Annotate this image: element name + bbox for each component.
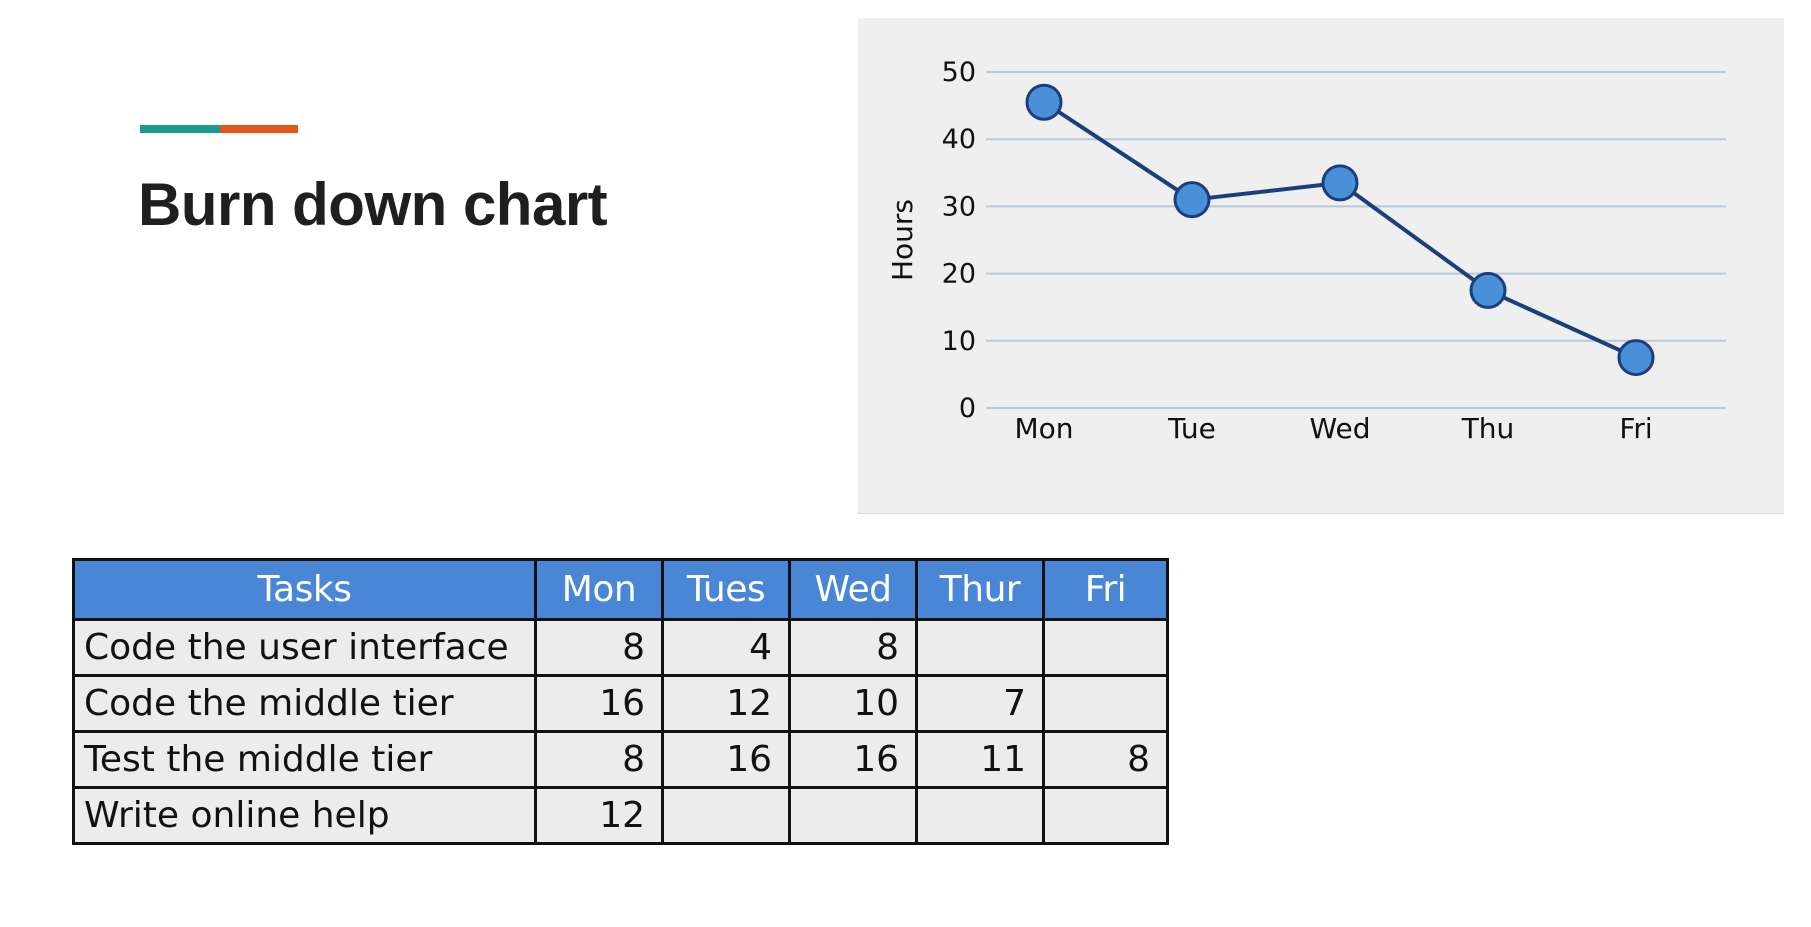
accent-segment-orange (220, 125, 298, 133)
hours-cell (1042, 786, 1169, 845)
hours-cell: 8 (534, 618, 664, 677)
x-tick-label: Thu (1461, 412, 1515, 445)
table-header-row: Tasks Mon Tues Wed Thur Fri (72, 558, 1169, 621)
task-name-cell: Code the user interface (72, 618, 537, 677)
y-tick-label: 0 (959, 393, 976, 424)
column-header-tasks: Tasks (72, 558, 537, 621)
y-tick-label: 20 (942, 259, 976, 290)
burn-down-chart: 0 10 20 30 40 50 Mon Tue Wed Thu Fri Hours (858, 18, 1784, 514)
hours-cell (915, 618, 1045, 677)
x-tick-label: Tue (1167, 412, 1216, 445)
hours-cell: 10 (788, 674, 918, 733)
hours-cell: 8 (1042, 730, 1169, 789)
x-tick-label: Mon (1014, 412, 1073, 445)
data-point (1025, 83, 1063, 121)
hours-cell: 11 (915, 730, 1045, 789)
hours-cell: 7 (915, 674, 1045, 733)
chart-gridlines (986, 71, 1726, 409)
series-hours (1025, 83, 1655, 377)
hours-cell: 12 (661, 674, 791, 733)
hours-cell: 16 (788, 730, 918, 789)
task-name-cell: Code the middle tier (72, 674, 537, 733)
table-row: Write online help 12 (72, 786, 1169, 845)
column-header-thur: Thur (915, 558, 1045, 621)
x-tick-label: Wed (1309, 412, 1370, 445)
x-axis-categories: Mon Tue Wed Thu Fri (1014, 412, 1652, 445)
column-header-fri: Fri (1042, 558, 1169, 621)
table-row: Test the middle tier 8 16 16 11 8 (72, 730, 1169, 789)
column-header-mon: Mon (534, 558, 664, 621)
hours-cell (788, 786, 918, 845)
column-header-tues: Tues (661, 558, 791, 621)
y-axis-title: Hours (886, 199, 919, 281)
y-tick-label: 10 (942, 326, 976, 357)
title-accent-bar (140, 125, 298, 133)
data-point (1617, 339, 1655, 377)
hours-cell (1042, 674, 1169, 733)
hours-cell: 16 (661, 730, 791, 789)
task-name-cell: Write online help (72, 786, 537, 845)
table-row: Code the user interface 8 4 8 (72, 618, 1169, 677)
task-hours-table: Tasks Mon Tues Wed Thur Fri Code the user int… (72, 558, 1169, 845)
hours-cell: 12 (534, 786, 664, 845)
data-point (1321, 164, 1359, 202)
task-name-cell: Test the middle tier (72, 730, 537, 789)
table-row: Code the middle tier 16 12 10 7 (72, 674, 1169, 733)
y-tick-label: 30 (942, 191, 976, 222)
hours-cell: 4 (661, 618, 791, 677)
y-axis-ticks: 0 10 20 30 40 50 (942, 57, 976, 424)
hours-cell: 8 (788, 618, 918, 677)
slide-title: Burn down chart (138, 171, 608, 238)
table-body: Code the user interface 8 4 8 Code the middl… (72, 618, 1169, 845)
column-header-wed: Wed (788, 558, 918, 621)
accent-segment-teal (140, 125, 220, 133)
series-line (1042, 100, 1637, 360)
data-point (1469, 271, 1507, 309)
hours-cell: 8 (534, 730, 664, 789)
hours-cell: 16 (534, 674, 664, 733)
hours-cell (1042, 618, 1169, 677)
hours-cell (661, 786, 791, 845)
y-tick-label: 40 (942, 124, 976, 155)
data-point (1173, 181, 1211, 219)
hours-cell (915, 786, 1045, 845)
chart-svg: 0 10 20 30 40 50 Mon Tue Wed Thu Fri Hours (886, 57, 1726, 445)
x-tick-label: Fri (1619, 412, 1652, 445)
y-tick-label: 50 (942, 57, 976, 88)
